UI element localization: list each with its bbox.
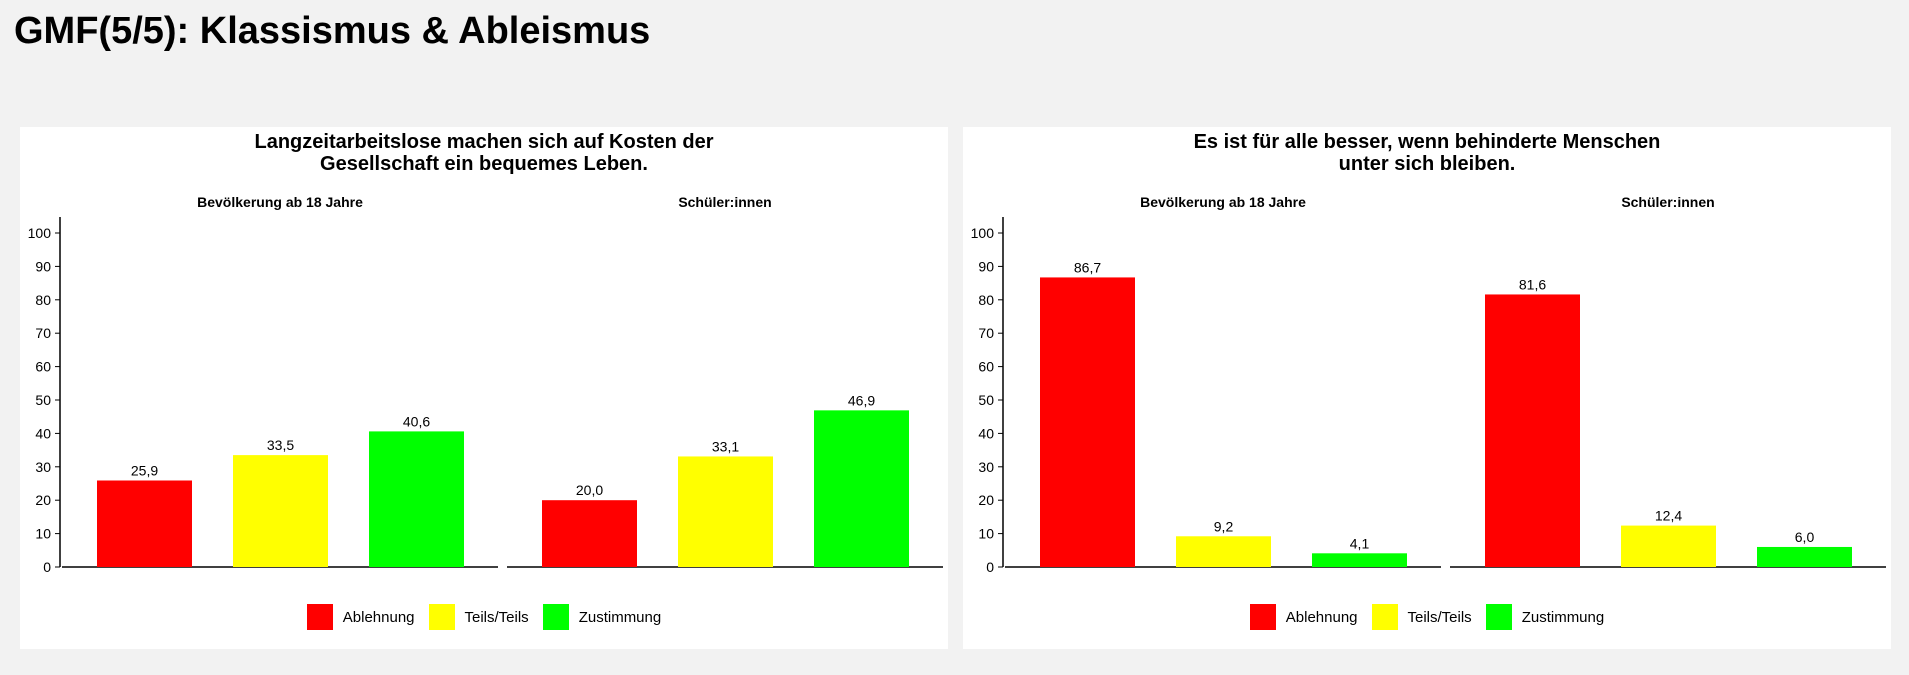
bar-zustimmung [1757,546,1852,567]
y-tick-label: 40 [35,425,51,441]
bar-zustimmung [1312,553,1407,567]
facet-label: Schüler:innen [1621,194,1714,210]
bar-value-label: 81,6 [1519,276,1546,292]
bar-value-label: 25,9 [131,462,158,478]
y-tick-label: 50 [35,392,51,408]
y-tick-label: 10 [35,526,51,542]
bar-ablehnung [1040,277,1135,567]
chart-legend: Ablehnung Teils/Teils Zustimmung [20,604,948,630]
bar-value-label: 33,1 [712,438,739,454]
chart-title: Es ist für alle besser, wenn behinderte … [963,131,1891,175]
y-tick-label: 80 [35,292,51,308]
chart-legend: Ablehnung Teils/Teils Zustimmung [963,604,1891,630]
bar-value-label: 12,4 [1655,508,1682,524]
y-tick-label: 70 [978,325,994,341]
facet-label: Bevölkerung ab 18 Jahre [1140,194,1306,210]
legend-item-zustimmung: Zustimmung [1485,604,1605,630]
y-tick-label: 60 [35,359,51,375]
y-tick-label: 30 [35,459,51,475]
legend-swatch-teils [428,604,455,630]
bar-value-label: 86,7 [1074,259,1101,275]
legend-item-zustimmung: Zustimmung [542,604,662,630]
legend-swatch-ablehnung [306,604,333,630]
legend-swatch-zustimmung [542,604,569,630]
bar-value-label: 46,9 [848,392,875,408]
bar-zustimmung [814,410,909,567]
chart-panel-1: Langzeitarbeitslose machen sich auf Kost… [20,127,948,649]
chart-title: Langzeitarbeitslose machen sich auf Kost… [20,131,948,175]
legend-label-ablehnung: Ablehnung [342,608,415,626]
bar-value-label: 33,5 [267,437,294,453]
bar-value-label: 20,0 [576,482,603,498]
y-tick-label: 100 [971,225,995,241]
y-tick-label: 10 [978,526,994,542]
chart-title-line-1: Langzeitarbeitslose machen sich auf Kost… [254,131,714,153]
legend-swatch-ablehnung [1249,604,1276,630]
bar-value-label: 4,1 [1350,535,1370,551]
facet-label: Bevölkerung ab 18 Jahre [197,194,363,210]
y-tick-label: 60 [978,359,994,375]
bar-chart-2: 0 10 20 30 40 50 60 70 80 90 100 Bevölkerung ab 18 … [971,194,1886,575]
bar-chart-1: 0 10 20 30 40 50 60 70 80 90 100 Bevölkerung ab 18 … [28,194,943,575]
bar-value-label: 9,2 [1214,518,1234,534]
legend-label-teils: Teils/Teils [464,608,529,626]
facet-label: Schüler:innen [678,194,771,210]
y-tick-label: 30 [978,459,994,475]
y-tick-label: 90 [35,258,51,274]
y-tick-label: 80 [978,292,994,308]
bar-value-label: 6,0 [1795,529,1815,545]
y-tick-label: 50 [978,392,994,408]
legend-item-ablehnung: Ablehnung [1249,604,1358,630]
y-tick-label: 90 [978,258,994,274]
y-tick-label: 0 [43,559,51,575]
bar-teils-teils [1176,536,1271,567]
legend-label-ablehnung: Ablehnung [1285,608,1358,626]
y-tick-label: 20 [35,492,51,508]
bar-value-label: 40,6 [403,413,430,429]
bar-teils-teils [678,456,773,567]
legend-item-teils: Teils/Teils [1371,604,1472,630]
page-title: GMF(5/5): Klassismus & Ableismus [14,10,651,52]
chart-title-line-2: Gesellschaft ein bequemes Leben. [320,153,648,175]
bar-teils-teils [1621,525,1716,567]
y-tick-label: 20 [978,492,994,508]
bar-teils-teils [233,455,328,567]
y-tick-label: 40 [978,425,994,441]
legend-label-zustimmung: Zustimmung [1521,608,1605,626]
chart-title-line-1: Es ist für alle besser, wenn behinderte … [1193,131,1661,153]
legend-swatch-teils [1371,604,1398,630]
bar-zustimmung [369,431,464,567]
legend-item-ablehnung: Ablehnung [306,604,415,630]
legend-label-zustimmung: Zustimmung [578,608,662,626]
chart-panel-2: Es ist für alle besser, wenn behinderte … [963,127,1891,649]
legend-swatch-zustimmung [1485,604,1512,630]
bar-ablehnung [97,480,192,567]
y-tick-label: 0 [986,559,994,575]
legend-label-teils: Teils/Teils [1407,608,1472,626]
y-tick-label: 70 [35,325,51,341]
legend-item-teils: Teils/Teils [428,604,529,630]
y-tick-label: 100 [28,225,52,241]
bar-ablehnung [542,500,637,567]
chart-title-line-2: unter sich bleiben. [1338,153,1516,175]
bar-ablehnung [1485,294,1580,567]
